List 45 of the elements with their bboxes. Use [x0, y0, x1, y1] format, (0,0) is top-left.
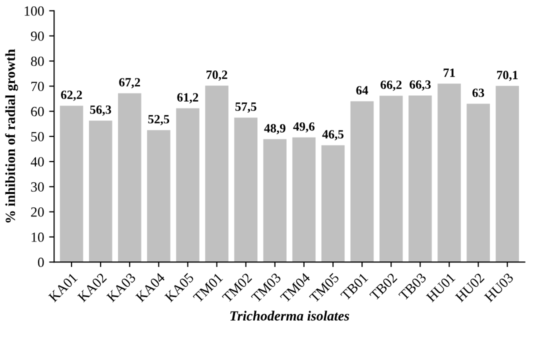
bar [263, 139, 287, 262]
y-tick-label: 50 [31, 132, 44, 142]
bar [292, 137, 316, 262]
bar [176, 108, 200, 262]
y-tick-label: 90 [30, 31, 44, 41]
y-tick-label: 60 [31, 106, 44, 116]
data-label: 62,2 [61, 90, 82, 101]
data-label: 46,5 [322, 130, 344, 140]
y-tick-label: 0 [38, 258, 44, 268]
y-tick-label: 10 [32, 232, 44, 242]
y-tick-label: 40 [30, 157, 44, 167]
bar [466, 104, 490, 262]
data-label: 70,2 [206, 70, 228, 81]
y-tick-label: 100 [24, 6, 44, 16]
data-label: 67,2 [119, 78, 140, 88]
bar [350, 101, 374, 262]
data-label: 57,5 [235, 102, 256, 113]
bar [147, 130, 170, 262]
bar [234, 118, 258, 262]
bar [438, 84, 461, 262]
bar [321, 145, 345, 262]
data-label: 66,2 [380, 80, 402, 91]
data-label: 64 [356, 86, 368, 95]
bar [408, 95, 432, 262]
y-tick-label: 70 [31, 82, 44, 92]
y-tick-label: 20 [31, 207, 44, 217]
data-label: 61,2 [177, 93, 198, 104]
data-label: 56,3 [90, 105, 112, 116]
data-label: 70,1 [497, 70, 518, 82]
x-axis-title: Trichoderma isolates [230, 310, 350, 321]
bar [60, 106, 84, 262]
data-label: 71 [444, 68, 455, 77]
data-label: 48,9 [264, 124, 286, 134]
bar [88, 120, 112, 262]
bar [118, 93, 142, 262]
data-label: 49,6 [293, 122, 315, 133]
data-label: 52,5 [148, 115, 170, 126]
bar [205, 86, 228, 262]
data-label: 66,3 [410, 80, 431, 91]
bar [380, 96, 403, 262]
data-label: 63 [472, 88, 484, 98]
bar [496, 86, 519, 262]
y-tick-label: 30 [31, 182, 44, 192]
y-tick-label: 80 [31, 56, 44, 66]
y-axis-title: % inhibition of radial growth [5, 49, 18, 222]
